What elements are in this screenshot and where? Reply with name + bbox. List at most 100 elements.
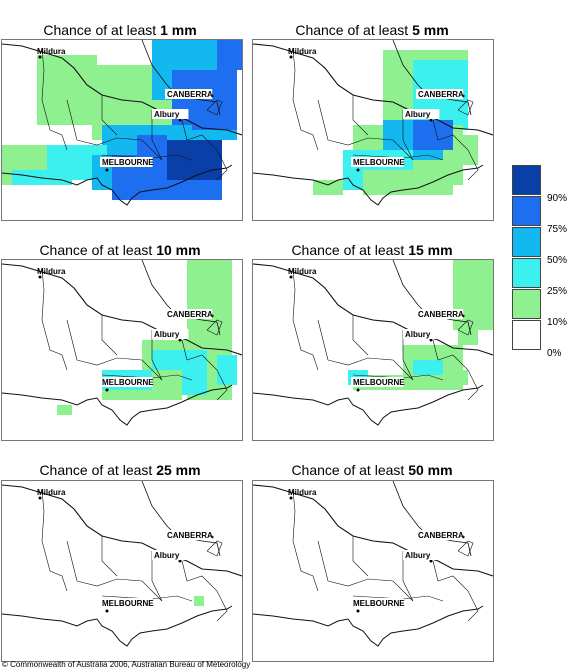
rain-probability-cell xyxy=(37,55,97,125)
melbourne-dot xyxy=(105,388,109,392)
map-panel-15mm: Mildura CANBERRA Albury MELBOURNE xyxy=(252,259,494,441)
albury-label: Albury xyxy=(405,110,431,119)
district-border xyxy=(317,536,479,622)
albury-dot xyxy=(178,118,182,122)
mildura-label: Mildura xyxy=(37,47,66,56)
albury-dot xyxy=(429,118,433,122)
albury-label-bg xyxy=(152,329,189,339)
legend-label-75: 75% xyxy=(547,224,568,235)
melbourne-label-bg xyxy=(351,377,404,387)
mildura-dot xyxy=(38,275,42,279)
albury-dot xyxy=(178,338,182,342)
legend-label-90: 90% xyxy=(547,193,568,204)
map-panel-5mm: Mildura CANBERRA Albury MELBOURNE xyxy=(252,39,494,221)
albury-dot xyxy=(178,559,182,563)
legend-label-10: 10% xyxy=(547,317,568,328)
state-border xyxy=(141,481,221,557)
map-title-1mm: Chance of at least 1 mm xyxy=(43,22,197,38)
state-border xyxy=(2,263,242,356)
canberra-label-bg xyxy=(416,530,464,540)
state-border xyxy=(253,43,493,136)
canberra-label-bg xyxy=(165,530,213,540)
melbourne-label: MELBOURNE xyxy=(353,378,405,387)
map-title-15mm: Chance of at least 15 mm xyxy=(291,242,453,258)
map-5mm: Mildura CANBERRA Albury MELBOURNE xyxy=(253,40,493,206)
melbourne-label: MELBOURNE xyxy=(353,158,405,167)
rain-probability-cell xyxy=(313,180,343,195)
map-10mm: Mildura CANBERRA Albury MELBOURNE xyxy=(2,260,242,426)
map-title-25mm: Chance of at least 25 mm xyxy=(39,462,201,478)
map-title-10mm: Chance of at least 10 mm xyxy=(39,242,201,258)
map-title-50mm: Chance of at least 50 mm xyxy=(291,462,453,478)
probability-legend xyxy=(512,165,541,353)
district-border xyxy=(66,536,228,622)
coastline xyxy=(253,164,484,206)
rain-probability-cell xyxy=(458,320,478,345)
mildura-label: Mildura xyxy=(288,47,317,56)
albury-dot xyxy=(429,338,433,342)
albury-label-bg xyxy=(403,109,440,119)
canberra-label: CANBERRA xyxy=(418,531,464,540)
mildura-dot xyxy=(289,496,293,500)
district-border xyxy=(66,95,228,181)
rain-probability-cell xyxy=(217,40,242,70)
district-border xyxy=(41,49,68,151)
rain-probability-cell xyxy=(363,170,453,195)
mildura-label: Mildura xyxy=(37,488,66,497)
legend-label-25: 25% xyxy=(547,286,568,297)
act-border xyxy=(457,540,474,557)
mildura-label: Mildura xyxy=(288,488,317,497)
coastline xyxy=(2,384,233,426)
canberra-label: CANBERRA xyxy=(167,310,213,319)
map-50mm: Mildura CANBERRA Albury MELBOURNE xyxy=(253,481,493,647)
state-border xyxy=(392,481,472,557)
melbourne-label-bg xyxy=(100,377,153,387)
district-border xyxy=(66,315,228,401)
mildura-label: Mildura xyxy=(37,267,66,276)
rain-probability-cell xyxy=(453,260,493,330)
albury-label-bg xyxy=(403,550,440,560)
rain-probability-cell xyxy=(97,65,157,105)
legend-swatch-0 xyxy=(512,320,541,350)
rain-probability-cell xyxy=(453,370,468,385)
melbourne-label: MELBOURNE xyxy=(102,158,154,167)
melbourne-label: MELBOURNE xyxy=(102,378,154,387)
act-border xyxy=(206,319,223,336)
state-border xyxy=(253,484,493,577)
canberra-label-bg xyxy=(416,309,464,319)
coastline xyxy=(253,384,484,426)
map-25mm: Mildura CANBERRA Albury MELBOURNE xyxy=(2,481,242,647)
coastline xyxy=(2,164,233,206)
rain-probability-cell xyxy=(453,135,478,165)
legend-swatch-75 xyxy=(512,196,541,226)
district-border xyxy=(41,269,68,371)
melbourne-dot xyxy=(356,609,360,613)
mildura-dot xyxy=(38,496,42,500)
rain-probability-cell xyxy=(194,596,204,606)
albury-label-bg xyxy=(152,109,189,119)
coastline xyxy=(2,605,233,647)
act-border xyxy=(457,99,474,116)
melbourne-label-bg xyxy=(100,598,153,608)
canberra-label: CANBERRA xyxy=(418,90,464,99)
albury-label-bg xyxy=(152,550,189,560)
legend-label-50: 50% xyxy=(547,255,568,266)
melbourne-label-bg xyxy=(100,157,153,167)
legend-swatch-10 xyxy=(512,289,541,319)
state-border xyxy=(2,484,242,577)
albury-label: Albury xyxy=(154,110,180,119)
map-15mm: Mildura CANBERRA Albury MELBOURNE xyxy=(253,260,493,426)
melbourne-label-bg xyxy=(351,157,404,167)
district-border xyxy=(292,490,319,592)
albury-label: Albury xyxy=(405,551,431,560)
albury-label: Albury xyxy=(154,551,180,560)
melbourne-label: MELBOURNE xyxy=(102,599,154,608)
act-border xyxy=(206,540,223,557)
map-panel-25mm: Mildura CANBERRA Albury MELBOURNE xyxy=(1,480,243,662)
melbourne-dot xyxy=(356,388,360,392)
state-border xyxy=(253,263,493,356)
mildura-dot xyxy=(289,275,293,279)
mildura-label: Mildura xyxy=(288,267,317,276)
canberra-label: CANBERRA xyxy=(167,90,213,99)
canberra-label-bg xyxy=(416,89,464,99)
